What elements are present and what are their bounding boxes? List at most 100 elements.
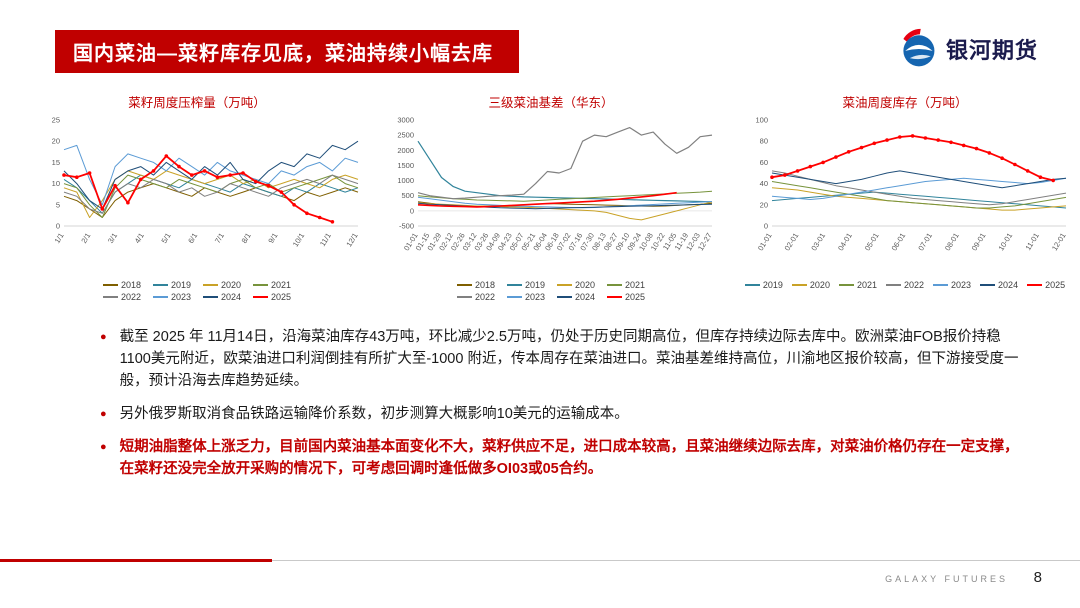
svg-text:10/1: 10/1 [291, 231, 306, 248]
legend-swatch [557, 284, 572, 286]
svg-text:08-01: 08-01 [943, 231, 961, 252]
chart-panel-crush-volume: 菜籽周度压榨量（万吨） 0 5 10 15 20 25 1/1 2/1 3/1 4/1 5/1 6/1… [28, 92, 366, 302]
svg-text:10-01: 10-01 [996, 231, 1014, 252]
svg-text:2000: 2000 [397, 146, 414, 155]
legend-item: 2020 [557, 280, 595, 290]
basis-chart: -50005001000150020002500300001-0101-1501… [397, 116, 713, 253]
chart-legend: 2019 2020 2021 2022 2023 2024 2025 [740, 280, 1070, 290]
bullet-text: 截至 2025 年 11月14日，沿海菜油库存43万吨，环比减少2.5万吨，仍处… [119, 329, 1019, 390]
crush-volume-chart: 0 5 10 15 20 25 1/1 2/1 3/1 4/1 5/1 6/1 7/1 8/1 9/1 10/… [52, 116, 360, 249]
svg-text:80: 80 [760, 137, 768, 146]
svg-text:12/1: 12/1 [344, 231, 359, 248]
svg-text:07-01: 07-01 [916, 231, 934, 252]
svg-text:7/1: 7/1 [213, 231, 226, 245]
legend-item: 2021 [607, 280, 645, 290]
legend-item: 2024 [557, 292, 595, 302]
bullet-list: ● 截至 2025 年 11月14日，沿海菜油库存43万吨，环比减少2.5万吨，… [100, 326, 1022, 491]
bullet-icon: ● [100, 331, 107, 343]
svg-text:0: 0 [764, 222, 768, 231]
brand-logo: 银河期货 [897, 28, 1038, 70]
svg-text:8/1: 8/1 [240, 231, 253, 245]
chart-title: 菜籽周度压榨量（万吨） [128, 96, 266, 110]
inventory-chart: 0 20 40 60 80 100 01-01 02-01 03-01 04-01 05-01 06-… [755, 116, 1068, 253]
chart-panel-inventory: 菜油周度库存（万吨） 0 20 40 60 80 100 01-01 02-01 03-01 04… [736, 92, 1074, 302]
svg-text:2/1: 2/1 [79, 231, 92, 245]
legend-swatch [744, 284, 760, 286]
page-number: 8 [1033, 569, 1042, 586]
chart-title: 三级菜油基差（华东） [488, 96, 614, 110]
svg-text:0: 0 [410, 206, 414, 215]
svg-text:10: 10 [52, 179, 60, 188]
svg-text:60: 60 [760, 158, 768, 167]
bullet-icon: ● [100, 408, 107, 421]
legend-swatch [152, 284, 168, 286]
legend-item: 2021 [253, 280, 291, 290]
legend-item: 2019 [506, 280, 545, 290]
legend-item: 2018 [456, 280, 495, 290]
svg-text:40: 40 [760, 179, 768, 188]
svg-text:5: 5 [56, 200, 60, 209]
svg-text:500: 500 [401, 191, 414, 200]
svg-text:02-01: 02-01 [783, 231, 801, 252]
svg-text:25: 25 [52, 116, 60, 125]
legend-swatch [557, 296, 572, 298]
svg-text:1500: 1500 [397, 161, 414, 170]
bullet-item: ● 截至 2025 年 11月14日，沿海菜油库存43万吨，环比减少2.5万吨，… [100, 326, 1022, 392]
legend-swatch [838, 284, 854, 286]
svg-text:-500: -500 [399, 222, 414, 231]
bullet-icon: ● [100, 441, 107, 454]
legend-swatch [253, 284, 269, 286]
footer-accent-line [0, 559, 272, 562]
legend-item: 2020 [203, 280, 241, 290]
legend-item: 2019 [152, 280, 191, 290]
legend-swatch [1027, 284, 1043, 286]
legend-item: 2018 [102, 280, 141, 290]
legend-swatch [203, 296, 218, 298]
legend-swatch [102, 296, 118, 298]
legend-swatch [102, 284, 118, 286]
svg-text:11-01: 11-01 [1023, 231, 1041, 252]
svg-text:15: 15 [52, 158, 60, 167]
legend-swatch [456, 296, 472, 298]
legend-item: 2023 [152, 292, 191, 302]
svg-text:09-01: 09-01 [970, 231, 988, 252]
legend-item: 2024 [203, 292, 241, 302]
svg-text:2500: 2500 [397, 131, 414, 140]
svg-text:05-01: 05-01 [863, 231, 881, 252]
svg-text:06-01: 06-01 [890, 231, 908, 252]
svg-text:12-01: 12-01 [1050, 231, 1068, 252]
bullet-item-emphasis: ● 短期油脂整体上涨乏力，目前国内菜油基本面变化不大，菜籽供应不足，进口成本较高… [100, 436, 1022, 480]
legend-item: 2020 [791, 280, 830, 290]
brand-name: 银河期货 [945, 38, 1038, 63]
footer-brand: GALAXY FUTURES [885, 574, 1008, 584]
bullet-item: ● 另外俄罗斯取消食品铁路运输降价系数，初步测算大概影响10美元的运输成本。 [100, 403, 1022, 425]
svg-text:9/1: 9/1 [266, 231, 279, 245]
svg-text:11/1: 11/1 [318, 231, 333, 248]
legend-swatch [885, 284, 901, 286]
legend-item: 2024 [980, 280, 1018, 290]
svg-text:5/1: 5/1 [159, 231, 172, 245]
legend-item: 2025 [1027, 280, 1065, 290]
svg-text:20: 20 [760, 200, 768, 209]
svg-text:20: 20 [52, 137, 60, 146]
charts-section: 菜籽周度压榨量（万吨） 0 5 10 15 20 25 1/1 2/1 3/1 4/1 5/1 6/1… [28, 92, 1074, 302]
svg-text:04-01: 04-01 [836, 231, 854, 252]
legend-item: 2019 [744, 280, 783, 290]
legend-swatch [791, 284, 807, 286]
svg-text:3000: 3000 [397, 116, 414, 125]
svg-text:100: 100 [755, 116, 768, 125]
svg-text:6/1: 6/1 [186, 231, 199, 245]
svg-text:01-01: 01-01 [756, 231, 774, 252]
legend-item: 2022 [885, 280, 924, 290]
legend-swatch [203, 284, 218, 286]
galaxy-logo-icon [903, 28, 935, 67]
legend-swatch [933, 284, 949, 286]
legend-item: 2025 [607, 292, 645, 302]
chart-legend: 2018 2019 2020 2021 2022 2023 2024 2025 [434, 280, 669, 302]
legend-swatch [506, 296, 522, 298]
chart-panel-basis: 三级菜油基差（华东） -500 0 500 1000 1500 2000 2500 3000 0… [382, 92, 720, 302]
svg-text:3/1: 3/1 [106, 231, 119, 245]
legend-swatch [253, 296, 269, 298]
legend-item: 2023 [933, 280, 971, 290]
